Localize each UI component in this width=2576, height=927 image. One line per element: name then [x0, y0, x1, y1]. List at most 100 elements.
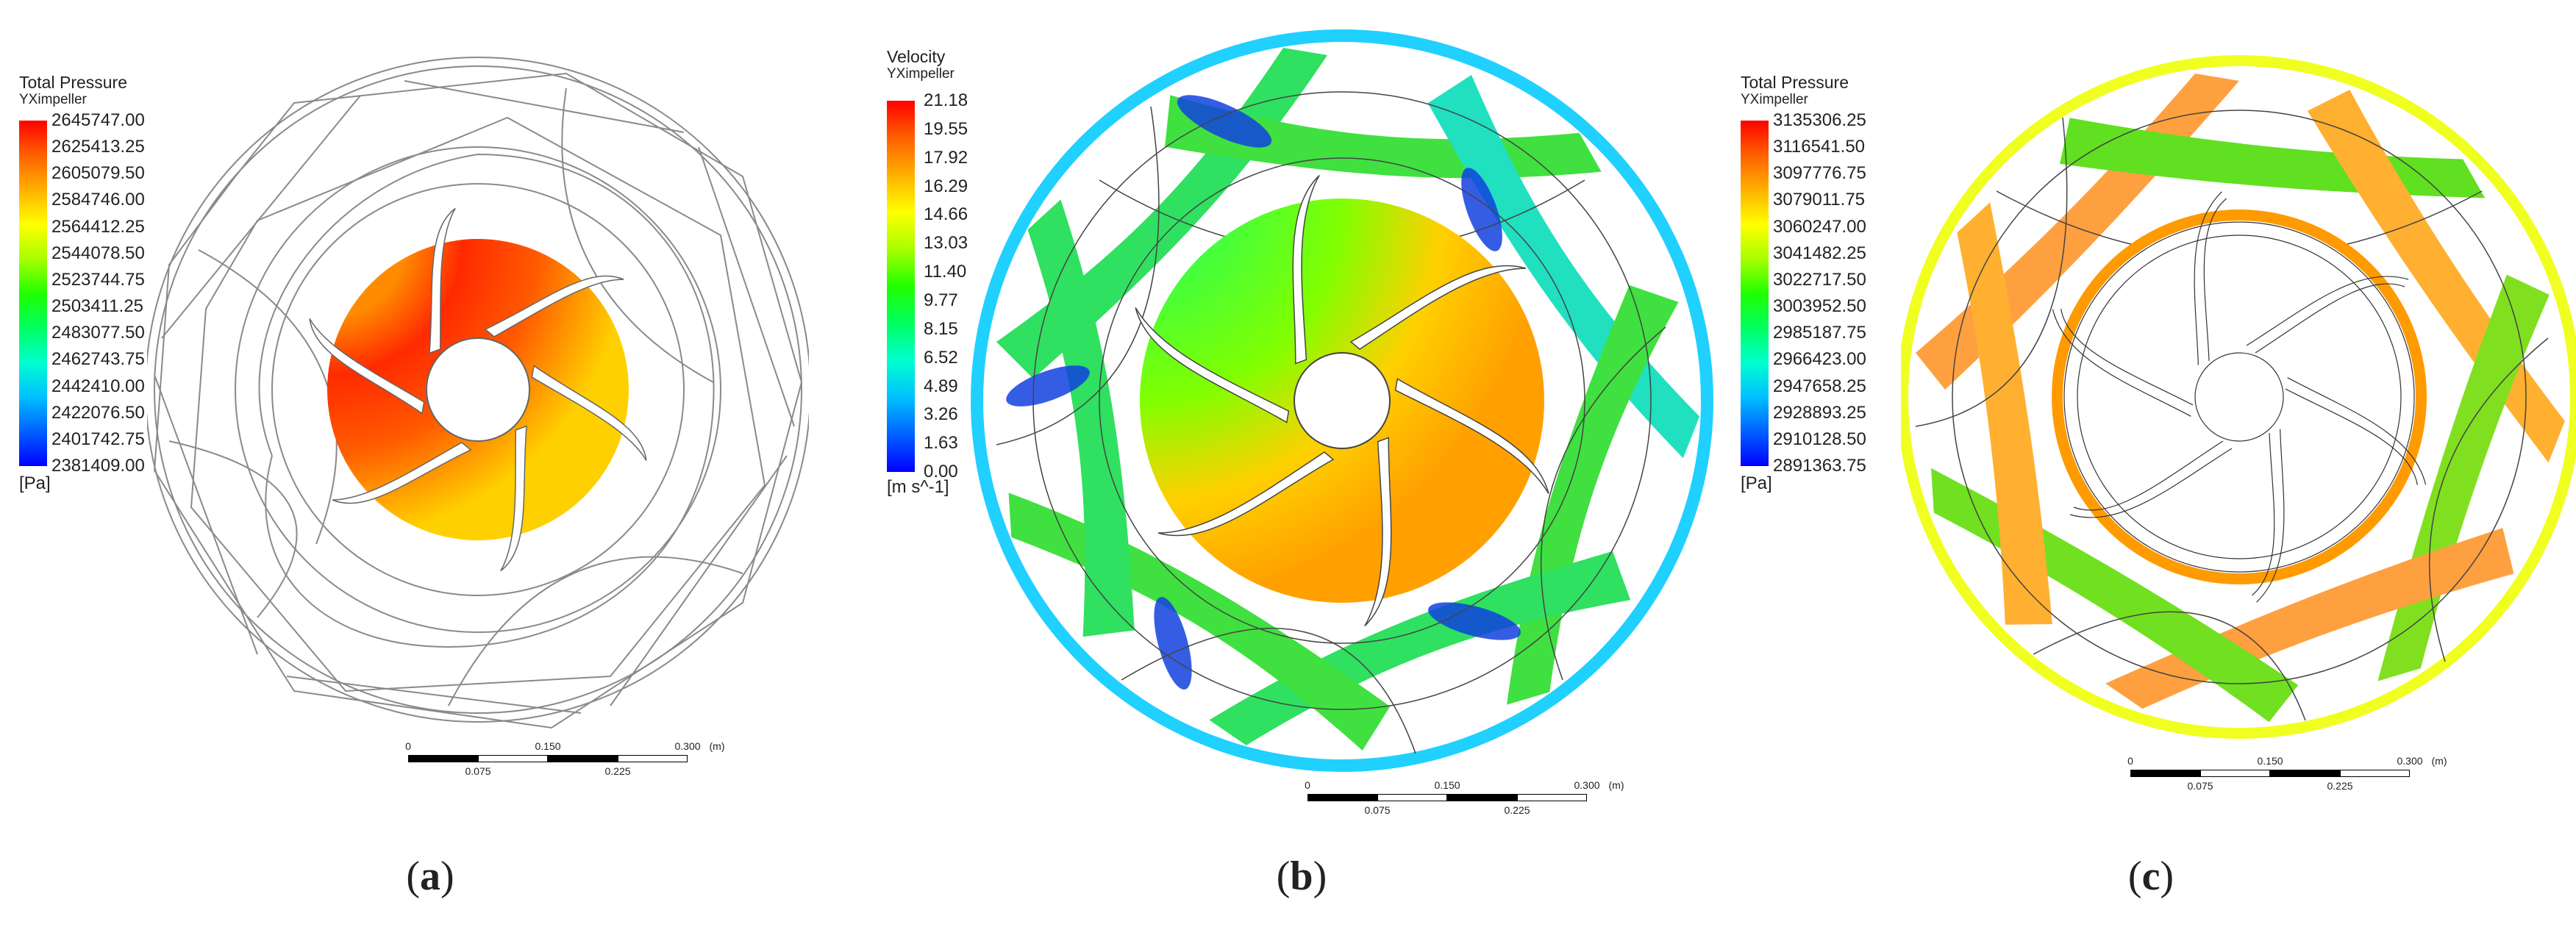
tick-label: 3041482.25 [1773, 243, 1866, 263]
scale-label: 0.225 [1504, 804, 1530, 816]
tick-label: 8.15 [924, 318, 958, 339]
legend-unit: [Pa] [1741, 473, 1772, 493]
tick-label: 2645747.00 [51, 110, 145, 130]
caption-b: (b) [1276, 853, 1327, 899]
tick-label: 14.66 [924, 204, 968, 225]
impeller-a [309, 207, 647, 572]
tick-label: 2503411.25 [51, 296, 144, 317]
scale-segment [1447, 794, 1517, 801]
legend-subtitle: YXimpeller [19, 92, 87, 107]
volute-c [1901, 55, 2576, 739]
caption-letter: a [420, 853, 440, 899]
legend-unit: [m s^-1] [887, 477, 949, 497]
tick-label: 3097776.75 [1773, 163, 1866, 184]
volute-wireframe [147, 57, 809, 729]
tick-label: 2947658.25 [1773, 376, 1866, 396]
velocity-contour-plot-b [971, 29, 1713, 772]
scale-segment [478, 755, 548, 762]
tick-label: 2442410.00 [51, 376, 145, 396]
scale-label: 0.300 [674, 740, 701, 752]
panel-a: Total Pressure YXimpeller 2645747.00 262… [0, 0, 860, 927]
tick-label: 0.00 [924, 462, 958, 482]
scale-segment [2130, 770, 2200, 777]
scale-segment [408, 755, 478, 762]
colorbar [19, 121, 47, 466]
scale-label: 0.075 [465, 765, 491, 777]
pressure-contour-plot-c [1901, 55, 2576, 739]
scale-label: 0.150 [1434, 779, 1460, 791]
tick-label: 2523744.75 [51, 269, 145, 290]
tick-label: 2462743.75 [51, 349, 145, 370]
scale-segment [1517, 794, 1587, 801]
scale-label: 0.225 [2327, 780, 2353, 792]
impeller-b [1135, 174, 1549, 627]
tick-label: 13.03 [924, 233, 968, 254]
tick-label: 17.92 [924, 147, 968, 168]
tick-label: 3003952.50 [1773, 296, 1866, 317]
tick-label: 2891363.75 [1773, 456, 1866, 476]
panel-b: Velocity YXimpeller 21.18 19.55 17.92 16… [860, 0, 1721, 927]
panel-c: Total Pressure YXimpeller 3135306.25 311… [1721, 0, 2576, 927]
tick-label: 2625413.25 [51, 137, 145, 157]
tick-label: 2381409.00 [51, 456, 145, 476]
tick-label: 6.52 [924, 347, 958, 368]
scale-label: 0 [1305, 779, 1310, 791]
scale-segment [1377, 794, 1447, 801]
tick-label: 3116541.50 [1773, 137, 1866, 157]
scale-segment [1307, 794, 1377, 801]
tick-label: 16.29 [924, 176, 968, 196]
tick-label: 2985187.75 [1773, 323, 1866, 343]
tick-label: 2966423.00 [1773, 349, 1866, 370]
scale-label: 0.075 [2187, 780, 2213, 792]
tick-label: 9.77 [924, 290, 958, 310]
scale-segment [2270, 770, 2340, 777]
scale-label: 0.150 [535, 740, 561, 752]
scale-segment [2340, 770, 2410, 777]
legend-c: Total Pressure YXimpeller 3135306.25 311… [1741, 73, 1866, 493]
scale-label: 0 [405, 740, 411, 752]
tick-label: 2910128.50 [1773, 429, 1866, 449]
legend-title: Velocity [887, 47, 946, 66]
tick-label: 3022717.50 [1773, 269, 1866, 290]
scale-unit: (m) [2431, 755, 2447, 767]
scale-label: 0.300 [1574, 779, 1600, 791]
tick-label: 11.40 [924, 262, 967, 282]
tick-label: 2544078.50 [51, 243, 145, 263]
tick-label: 2584746.00 [51, 190, 145, 210]
tick-label: 19.55 [924, 118, 968, 139]
tick-label: 21.18 [924, 90, 968, 110]
legend-a: Total Pressure YXimpeller 2645747.00 262… [19, 73, 145, 493]
colorbar [887, 101, 915, 472]
tick-label: 3.26 [924, 404, 958, 425]
scale-label: 0.075 [1364, 804, 1391, 816]
caption-letter: c [2141, 853, 2161, 899]
pressure-contour-plot-a [147, 57, 809, 729]
tick-label: 1.63 [924, 433, 958, 454]
legend-b: Velocity YXimpeller 21.18 19.55 17.92 16… [887, 47, 968, 497]
tick-label: 2483077.50 [51, 323, 145, 343]
caption-a: (a) [406, 853, 454, 899]
scale-label: 0.300 [2397, 755, 2423, 767]
legend-title: Total Pressure [19, 73, 128, 92]
volute-b [971, 29, 1713, 772]
scale-segment [618, 755, 688, 762]
tick-label: 3060247.00 [1773, 216, 1866, 237]
caption-c: (c) [2127, 853, 2174, 899]
scale-segment [2200, 770, 2270, 777]
tick-label: 4.89 [924, 376, 958, 396]
tick-label: 2422076.50 [51, 402, 145, 423]
caption-letter: b [1290, 853, 1313, 899]
legend-subtitle: YXimpeller [887, 66, 955, 82]
tick-label: 2928893.25 [1773, 402, 1866, 423]
legend-subtitle: YXimpeller [1741, 92, 1808, 107]
scale-segment [548, 755, 618, 762]
impeller-wireframe-c [2052, 191, 2427, 603]
scale-unit: (m) [709, 740, 725, 752]
legend-unit: [Pa] [19, 473, 51, 493]
scale-label: 0 [2127, 755, 2133, 767]
legend-title: Total Pressure [1741, 73, 1849, 92]
scale-label: 0.225 [604, 765, 631, 777]
tick-label: 3135306.25 [1773, 110, 1866, 130]
scale-label: 0.150 [2257, 755, 2283, 767]
colorbar [1741, 121, 1769, 466]
